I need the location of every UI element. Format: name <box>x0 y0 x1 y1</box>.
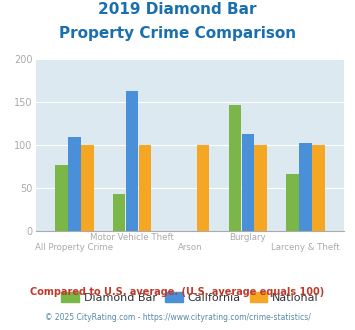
Bar <box>286 174 299 231</box>
Bar <box>113 194 125 231</box>
Text: Property Crime Comparison: Property Crime Comparison <box>59 26 296 41</box>
Bar <box>255 145 267 231</box>
Bar <box>139 145 151 231</box>
Bar <box>241 134 254 231</box>
Bar <box>126 91 138 231</box>
Text: Motor Vehicle Theft: Motor Vehicle Theft <box>90 233 174 242</box>
Bar <box>68 137 81 231</box>
Bar <box>312 145 324 231</box>
Bar <box>299 143 312 231</box>
Bar <box>81 145 93 231</box>
Bar <box>229 105 241 231</box>
Text: Compared to U.S. average. (U.S. average equals 100): Compared to U.S. average. (U.S. average … <box>31 287 324 297</box>
Text: Burglary: Burglary <box>229 233 266 242</box>
Text: Arson: Arson <box>178 243 202 251</box>
Text: Larceny & Theft: Larceny & Theft <box>271 243 340 251</box>
Text: 2019 Diamond Bar: 2019 Diamond Bar <box>98 2 257 16</box>
Text: © 2025 CityRating.com - https://www.cityrating.com/crime-statistics/: © 2025 CityRating.com - https://www.city… <box>45 313 310 322</box>
Bar <box>197 145 209 231</box>
Text: All Property Crime: All Property Crime <box>36 243 114 251</box>
Bar <box>55 165 67 231</box>
Legend: Diamond Bar, California, National: Diamond Bar, California, National <box>57 288 323 308</box>
